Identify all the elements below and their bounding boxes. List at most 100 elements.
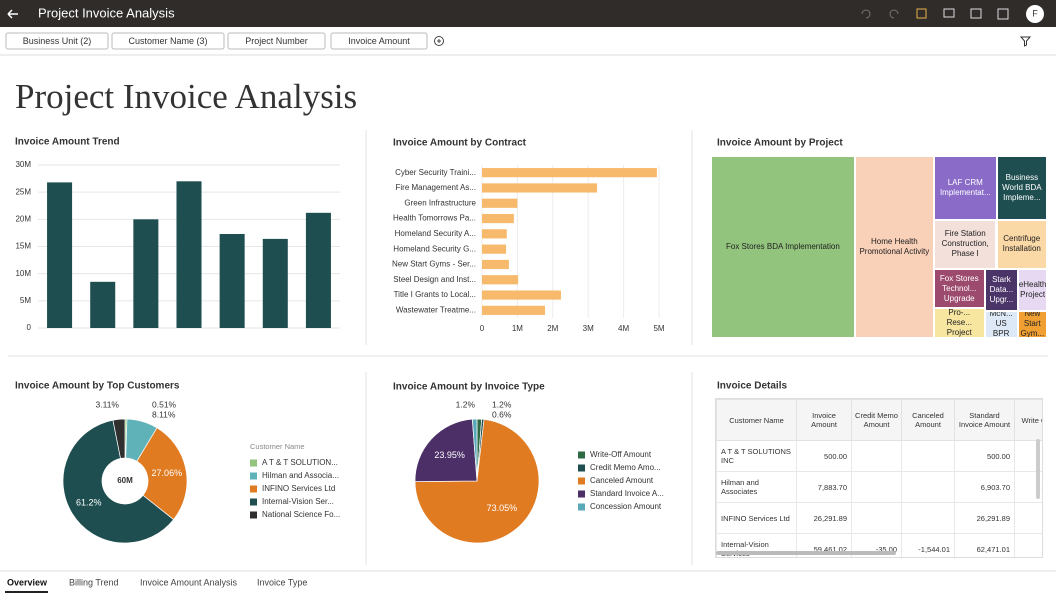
avatar-initial: F xyxy=(1032,8,1038,18)
tile-label: Business World BDA Impleme... xyxy=(1002,172,1042,202)
chart-title: Invoice Amount Trend xyxy=(15,137,120,148)
edit-icon[interactable] xyxy=(916,8,927,19)
table-cell: 500.00 xyxy=(796,440,852,472)
x-tick-label: 1M xyxy=(512,324,523,333)
redo-icon[interactable] xyxy=(889,9,899,19)
bar xyxy=(176,181,202,328)
treemap-tile: Home Health Promotional Activity xyxy=(854,156,934,338)
y-tick-label: Green Infrastructure xyxy=(404,198,476,207)
legend-label: Concession Amount xyxy=(590,502,662,511)
table-cell xyxy=(1014,502,1042,534)
legend-label: Internal-Vision Ser... xyxy=(262,497,334,506)
legend-swatch xyxy=(578,464,585,472)
table-cell: 500.00 xyxy=(954,440,1015,472)
legend-swatch xyxy=(578,490,585,498)
scrollbar xyxy=(1036,439,1040,499)
bar xyxy=(219,234,245,328)
filter-icon[interactable] xyxy=(1019,36,1032,47)
comment-icon[interactable] xyxy=(943,8,955,18)
filter-label: Customer Name (3) xyxy=(128,36,207,46)
tile-label: Fox Stores BDA Implementation xyxy=(726,242,840,251)
filter-button[interactable] xyxy=(227,32,326,50)
table-cell xyxy=(851,440,902,472)
bar xyxy=(482,213,514,224)
tile-label: New Start Gym... xyxy=(1020,310,1045,338)
x-tick-label: 3M xyxy=(583,324,594,333)
bar xyxy=(90,281,116,328)
legend-swatch xyxy=(250,511,257,519)
chart-title: Invoice Amount by Contract xyxy=(393,138,527,149)
filter-label: Business Unit (2) xyxy=(23,36,92,46)
slice xyxy=(471,418,478,482)
table-row: A T & T SOLUTIONS INC 500.00 500.00 xyxy=(716,440,1042,472)
y-tick-label: Health Tomorrows Pa... xyxy=(393,214,476,223)
filter-button[interactable] xyxy=(111,32,225,50)
donut-hole xyxy=(102,458,148,504)
add-filter[interactable] xyxy=(434,36,444,46)
legend-label: Credit Memo Amo... xyxy=(590,463,661,472)
filter-button[interactable] xyxy=(5,32,109,50)
column-header: Credit Memo Amount xyxy=(851,399,902,441)
y-tick-label: Homeland Security A... xyxy=(395,229,476,238)
slice-label: 3.11% xyxy=(96,399,120,409)
y-tick-label: Cyber Security Traini... xyxy=(395,168,476,177)
y-tick-label: 30M xyxy=(15,160,31,169)
y-tick-label: 10M xyxy=(15,269,31,278)
y-tick-label: Title I Grants to Local... xyxy=(394,290,476,299)
avatar[interactable] xyxy=(1026,5,1044,23)
table-cell: INFINO Services Ltd xyxy=(716,502,797,534)
y-tick-label: 25M xyxy=(15,187,31,196)
bar xyxy=(482,305,546,315)
treemap-tile: Fire Station Construction, Phase I xyxy=(933,219,997,270)
bar xyxy=(482,183,598,193)
table-title: Invoice Details xyxy=(717,381,787,392)
tile-label: Fire Station Construction, Phase I xyxy=(941,229,989,259)
tab[interactable]: Billing Trend xyxy=(69,577,119,587)
bar xyxy=(482,290,561,300)
tile-label: LAF CRM Implementat... xyxy=(939,177,991,197)
table-row: Hilman and Associates7,883.706,903.7014.… xyxy=(716,471,1042,503)
table-cell xyxy=(901,502,955,534)
tab[interactable]: Invoice Amount Analysis xyxy=(140,577,238,587)
treemap-tile: Fox Stores BDA Implementation xyxy=(711,156,855,338)
x-tick-label: 5M xyxy=(653,324,664,333)
legend-label: A T & T SOLUTION... xyxy=(262,458,338,467)
add-filter-plus xyxy=(437,39,441,43)
filter-label: Invoice Amount xyxy=(348,36,410,46)
slice xyxy=(112,418,126,459)
menu-icon[interactable] xyxy=(970,8,982,19)
slice-label: 27.06% xyxy=(152,468,183,478)
table-cell xyxy=(851,471,902,503)
legend-swatch xyxy=(578,477,585,485)
treemap-tile: New Start Gym... xyxy=(1017,310,1047,338)
tab[interactable]: Invoice Type xyxy=(257,577,307,587)
treemap-tile: eHealth Project xyxy=(1018,269,1047,311)
bar xyxy=(482,168,657,178)
table-cell: 26,291.89 xyxy=(954,502,1015,534)
tab[interactable]: Overview xyxy=(7,577,48,587)
table-cell: -1,544.01 xyxy=(901,533,955,557)
treemap-tile: Pro-... Rese... Project xyxy=(933,308,985,338)
tile-label: Fox Stores Technol... Upgrade xyxy=(939,273,979,303)
legend-title: Customer Name xyxy=(250,442,305,451)
tile-label: eHealth Project xyxy=(1018,279,1047,299)
back-button[interactable] xyxy=(7,9,18,19)
bar xyxy=(133,219,159,328)
bar xyxy=(482,259,509,270)
y-tick-label: 15M xyxy=(15,242,31,251)
table-cell: 26,291.89 xyxy=(796,502,852,534)
undo-icon[interactable] xyxy=(861,9,871,19)
slice-label: 73.05% xyxy=(487,503,518,513)
bar xyxy=(482,198,518,208)
treemap-tile: Stark Data... Upgr... xyxy=(984,269,1019,311)
treemap-tile: Fox Stores Technol... Upgrade xyxy=(933,269,985,309)
column-header: Customer Name xyxy=(716,399,797,441)
x-tick-label: 4M xyxy=(618,324,629,333)
slice-label: 23.95% xyxy=(434,450,465,460)
chart-title: Invoice Amount by Top Customers xyxy=(15,381,180,392)
filter-button[interactable] xyxy=(330,32,428,50)
column-header: Canceled Amount xyxy=(901,399,955,441)
share-icon[interactable] xyxy=(997,8,1009,20)
